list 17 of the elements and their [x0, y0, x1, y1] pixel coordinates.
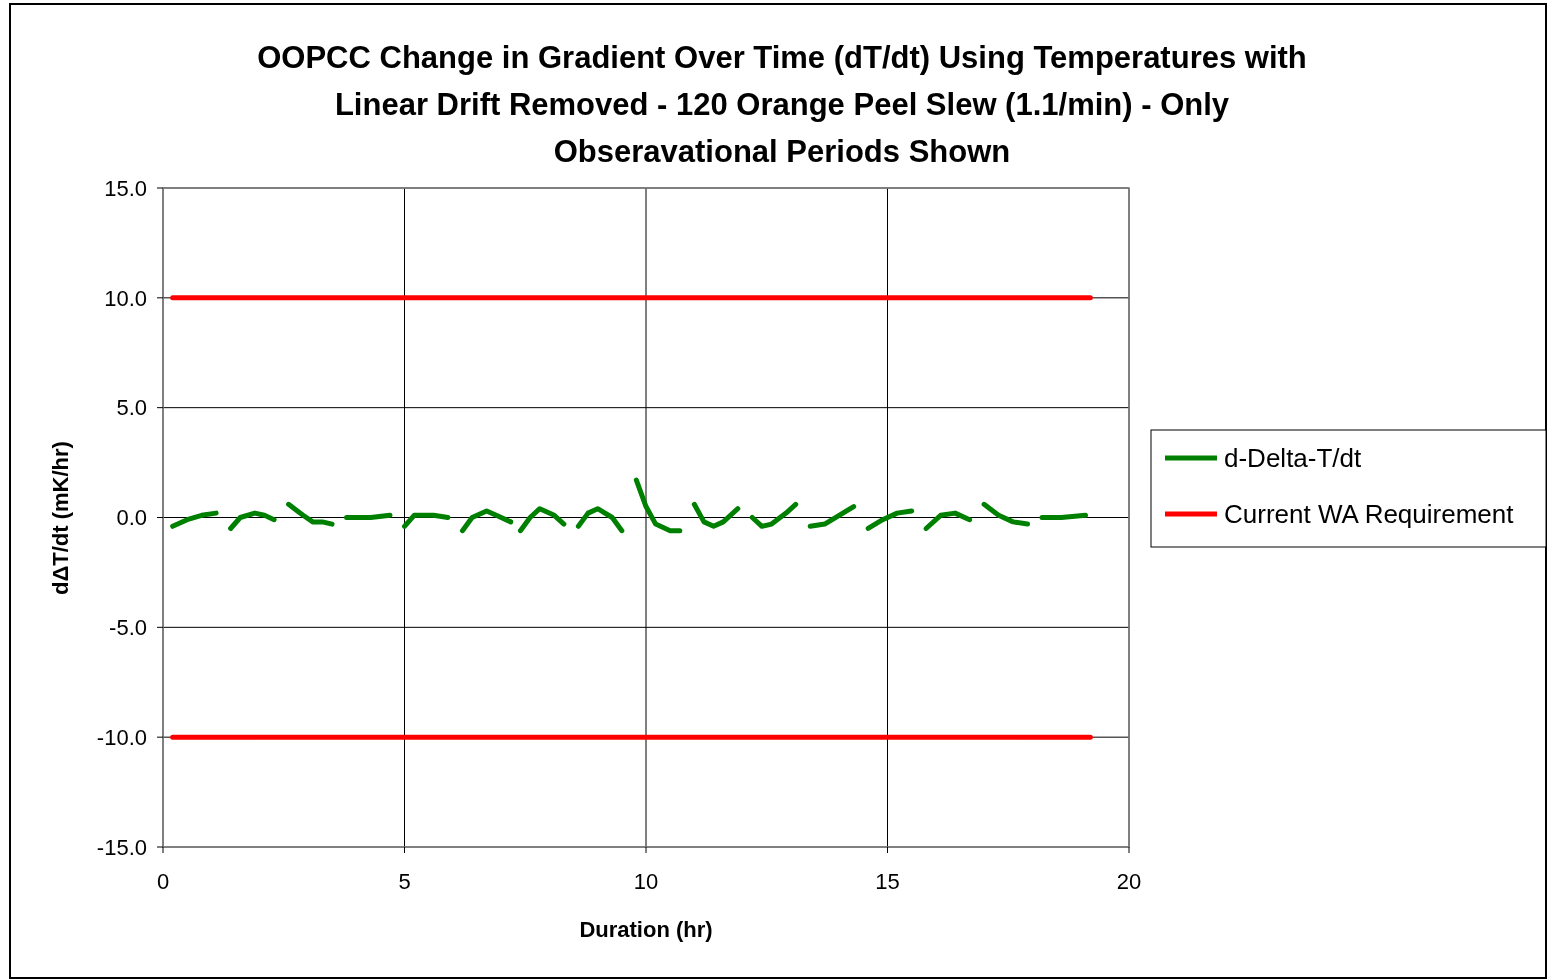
x-axis-title: Duration (hr) — [579, 917, 713, 942]
y-tick-label: 5.0 — [116, 395, 147, 421]
y-tick-label: 0.0 — [116, 505, 147, 531]
y-tick-label: 15.0 — [104, 175, 147, 201]
chart-title: OOPCC Change in Gradient Over Time (dT/dt) Using Temperatures with Linear Drift Removed - 120 Orange Peel Slew (1.1/min) - Only Obseravational Periods Shown — [257, 40, 1307, 169]
y-tick-label: -5.0 — [109, 615, 147, 641]
x-tick-label: 5 — [398, 869, 411, 894]
legend-label: Current WA Requirement — [1224, 499, 1515, 530]
y-tick-label: -10.0 — [96, 724, 147, 750]
x-tick-label: 0 — [156, 869, 170, 894]
y-tick-label: 10.0 — [104, 285, 147, 311]
x-tick-label: 10 — [633, 869, 659, 894]
y-axis-title: dΔT/dt (mK/hr) — [48, 441, 73, 595]
x-tick-label: 20 — [1116, 869, 1142, 894]
legend-label: d-Delta-T/dt — [1224, 443, 1363, 474]
y-tick-label: -15.0 — [96, 834, 147, 860]
x-tick-label: 15 — [875, 869, 900, 894]
